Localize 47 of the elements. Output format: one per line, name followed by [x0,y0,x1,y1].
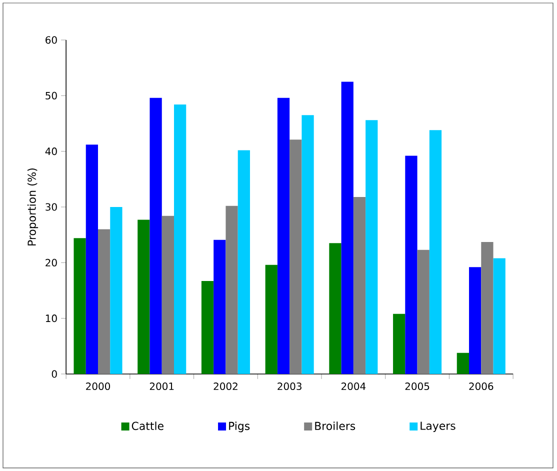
bar [393,314,406,374]
x-tick-label: 2001 [150,382,174,390]
y-tick-label: 20 [46,258,57,266]
bar [238,150,250,374]
legend-label: Pigs [229,422,250,432]
y-tick-label: 10 [46,314,57,322]
bar [162,216,174,374]
bar [329,243,342,374]
bar [74,238,86,374]
bar [290,140,302,374]
bar [405,156,418,374]
bar [341,82,354,374]
bar [456,352,470,374]
y-tick-label: 50 [46,92,57,100]
y-tick-label: 0 [52,370,57,378]
bar [86,144,98,374]
bar [110,206,122,374]
x-tick-label: 2006 [469,382,494,390]
bar [214,240,226,374]
x-tick-label: 2003 [278,382,302,390]
bar [226,206,238,374]
bar [366,120,378,374]
x-tick-label: 2005 [405,382,430,390]
bar [429,130,442,374]
bar [265,264,278,374]
legend-label: Broilers [315,422,356,430]
bar [302,115,314,374]
bar [277,98,290,374]
bar [174,104,186,374]
x-tick-label: 2000 [86,382,110,390]
x-tick-label: 2004 [341,382,366,390]
legend-label: Layers [420,422,456,432]
bar [469,267,482,374]
y-tick-label: 60 [46,36,57,44]
bar [353,196,366,374]
bar [138,220,150,374]
bar [150,98,162,374]
y-tick-label: 40 [45,148,57,156]
x-tick-label: 2002 [214,382,238,390]
bar [481,242,494,374]
bar [98,229,110,374]
y-axis-title: Proportion (%) [27,168,38,246]
y-tick-label: 30 [46,203,57,211]
bar [493,258,506,374]
legend-label: Cattle [132,422,164,430]
bar [201,281,214,374]
bar [417,250,430,374]
